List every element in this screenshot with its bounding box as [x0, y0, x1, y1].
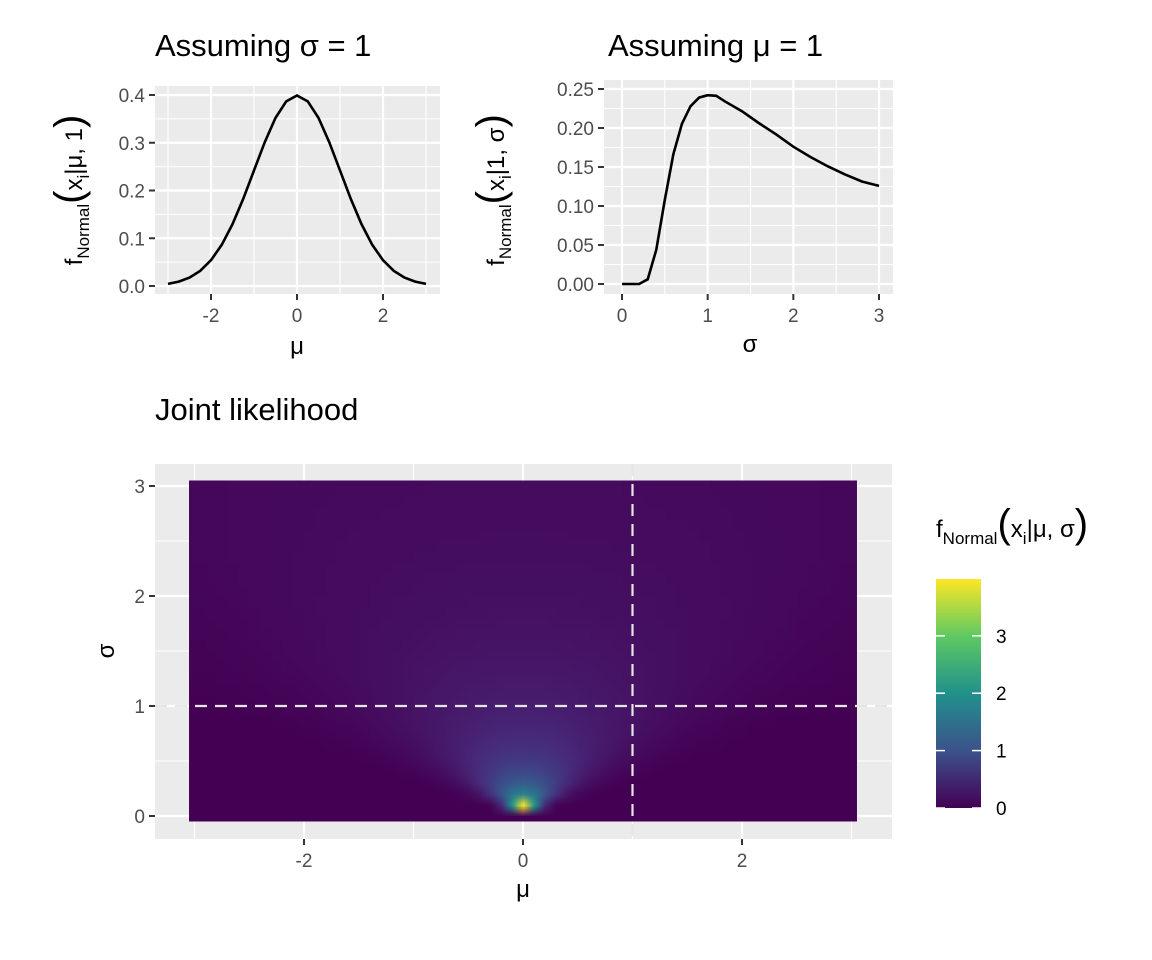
- chart-joint-y-tick-label: 0: [134, 807, 145, 828]
- chart-mu-y-tick-label: 0.1: [119, 229, 145, 250]
- chart-joint-y-tick-label: 2: [134, 587, 145, 608]
- colorbar-ticks: 0 1 2 3: [936, 627, 1007, 820]
- colorbar-tick-label: 3: [996, 627, 1007, 648]
- chart-mu-y-tick-label: 0.0: [119, 277, 145, 298]
- chart-mu-x-tick-label: 0: [292, 306, 303, 327]
- colorbar-tick-label: 2: [996, 684, 1007, 705]
- chart-joint-panel: Joint likelihood -2 0 2 0 1 2 3 μ σ fNormal(xi…: [93, 392, 1088, 903]
- chart-joint-y-tick-label: 1: [134, 697, 145, 718]
- svg-text:fNormal(xi|μ, σ): fNormal(xi|μ, σ): [936, 502, 1088, 548]
- chart-sigma-y-tick-label: 0.15: [557, 158, 594, 179]
- chart-sigma-panel: Assuming μ = 1 0 1 2 30.000.050.100.150.200…: [469, 28, 893, 358]
- chart-mu-title: Assuming σ = 1: [155, 28, 371, 63]
- chart-joint-y-axis-title: σ: [93, 643, 120, 658]
- chart-sigma-x-tick-label: 0: [617, 306, 628, 327]
- chart-sigma-y-tick-label: 0.25: [557, 80, 594, 101]
- chart-mu-x-tick-label: 2: [378, 306, 389, 327]
- svg-text:fNormal(xi|1, σ): fNormal(xi|1, σ): [469, 114, 515, 266]
- chart-sigma-x-tick-label: 2: [788, 306, 799, 327]
- chart-mu-panel: Assuming σ = 1 -2 0 2 0.0 0.1 0.2 0.3 0.4 μ fNo…: [47, 28, 440, 360]
- chart-sigma-density-line: [622, 93, 880, 286]
- chart-sigma-x-tick-label: 1: [702, 306, 713, 327]
- chart-joint-reference-lines: [155, 464, 892, 839]
- chart-sigma-y-tick-label: 0.10: [557, 197, 594, 218]
- colorbar-legend: fNormal(xi|μ, σ) 0 1 2 3: [936, 502, 1088, 820]
- chart-sigma-title: Assuming μ = 1: [608, 28, 823, 63]
- chart-joint-x-tick-label: -2: [296, 851, 313, 872]
- chart-joint-y-tick-label: 3: [134, 477, 145, 498]
- chart-mu-y-tick-label: 0.2: [119, 182, 145, 203]
- chart-mu-x-axis-title: μ: [290, 333, 304, 360]
- chart-joint-title: Joint likelihood: [155, 392, 358, 427]
- chart-sigma-x-tick-label: 3: [874, 306, 885, 327]
- chart-joint-ticks: -2 0 2 0 1 2 3: [134, 477, 747, 872]
- chart-mu-y-tick-label: 0.4: [119, 86, 146, 107]
- chart-mu-y-axis-title: fNormal(xi|μ, 1): [47, 115, 93, 266]
- chart-mu-x-tick-label: -2: [203, 306, 220, 327]
- chart-joint-x-tick-label: 0: [518, 851, 529, 872]
- chart-joint-heatmap: [189, 480, 857, 822]
- svg-text:fNormal(xi|μ, 1): fNormal(xi|μ, 1): [47, 115, 93, 266]
- chart-sigma-ticks: 0 1 2 3 0.00 0.05 0.10 0.15 0.20 0.25: [557, 80, 884, 327]
- colorbar-legend-title: fNormal(xi|μ, σ): [936, 502, 1088, 548]
- chart-joint-heatmap-raster: [189, 480, 857, 822]
- chart-sigma-x-axis-title: σ: [743, 331, 758, 358]
- colorbar-tick-label: 0: [996, 799, 1007, 820]
- chart-mu-y-tick-label: 0.3: [119, 134, 145, 155]
- chart-joint-x-tick-label: 2: [737, 851, 748, 872]
- chart-sigma-y-tick-label: 0.20: [557, 119, 594, 140]
- chart-sigma-y-axis-title: fNormal(xi|1, σ): [469, 114, 515, 266]
- chart-sigma-y-tick-label: 0.05: [557, 236, 594, 257]
- colorbar-tick-label: 1: [996, 742, 1007, 763]
- chart-sigma-y-tick-label: 0.00: [557, 275, 594, 296]
- chart-mu-density-line: [167, 94, 427, 286]
- chart-mu-ticks: -2 0 2 0.0 0.1 0.2 0.3 0.4: [119, 86, 389, 327]
- chart-joint-x-axis-title: μ: [516, 876, 530, 903]
